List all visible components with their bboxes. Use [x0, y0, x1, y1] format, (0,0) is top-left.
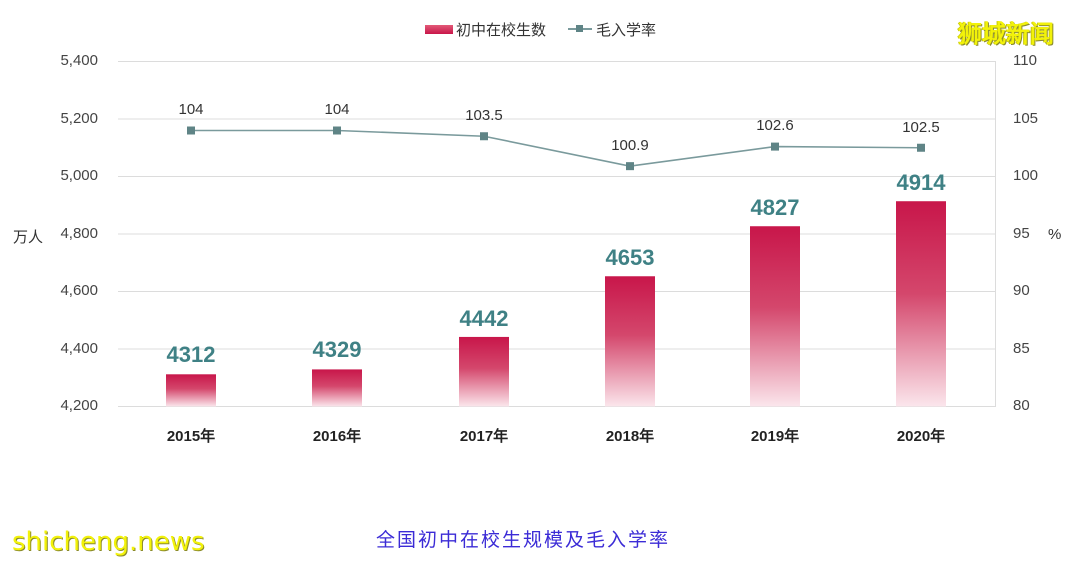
- bar-series: [166, 201, 946, 407]
- bar-value-label: 4329: [312, 337, 362, 362]
- right-tick: 110: [1013, 52, 1037, 69]
- gridlines: [118, 61, 996, 407]
- chart-caption: 全国初中在校生规模及毛入学率: [376, 529, 671, 551]
- rate-marker-icon: [187, 126, 195, 135]
- rate-marker-icon: [917, 143, 925, 152]
- rate-point-label: 104: [324, 101, 350, 118]
- rate-marker-icon: [771, 142, 779, 151]
- bar: [312, 369, 362, 407]
- x-axis-label: 2017年: [459, 428, 509, 445]
- right-tick: 100: [1013, 167, 1039, 184]
- x-axis-label: 2019年: [750, 428, 800, 445]
- rate-line: [191, 129, 922, 167]
- rate-point-label: 104: [178, 101, 204, 118]
- bar-value-label: 4827: [750, 195, 800, 220]
- left-tick: 5,400: [60, 52, 98, 69]
- right-tick: 105: [1013, 110, 1039, 127]
- rate-point-label: 102.6: [756, 117, 794, 134]
- left-tick: 4,200: [60, 397, 98, 414]
- legend-bar-swatch-icon: [425, 24, 453, 34]
- left-axis-unit: 万人: [13, 229, 44, 246]
- rate-point-label: 102.5: [902, 119, 940, 136]
- right-tick: 85: [1013, 340, 1030, 357]
- right-tick: 90: [1013, 282, 1030, 299]
- x-axis-label: 2015年: [166, 428, 216, 445]
- right-tick: 80: [1013, 397, 1030, 414]
- rate-point-label: 100.9: [611, 137, 649, 154]
- line-series: [187, 126, 925, 171]
- x-axis-label: 2018年: [605, 428, 655, 445]
- legend-line-label: 毛入学率: [596, 21, 657, 39]
- chart-legend: 初中在校生数 毛入学率: [425, 18, 656, 40]
- x-axis-label: 2016年: [312, 428, 362, 445]
- left-tick: 4,800: [60, 225, 98, 242]
- bar-value-label: 4312: [166, 342, 216, 367]
- left-tick: 4,600: [60, 282, 98, 299]
- legend-line-swatch-icon: [568, 25, 593, 32]
- left-tick: 5,000: [60, 167, 98, 184]
- bar: [166, 374, 216, 407]
- bar: [750, 226, 800, 407]
- left-tick: 4,400: [60, 340, 98, 357]
- legend-bar-label: 初中在校生数: [456, 21, 547, 39]
- bar-value-label: 4653: [605, 245, 655, 270]
- bar-value-label: 4914: [896, 170, 946, 195]
- rate-marker-icon: [333, 126, 341, 135]
- watermark-cn: 狮城新闻: [958, 20, 1054, 48]
- bar: [605, 276, 655, 407]
- left-tick: 5,200: [60, 110, 98, 127]
- rate-marker-icon: [626, 162, 634, 171]
- bar-value-label: 4442: [459, 306, 509, 331]
- watermark-en: shicheng.news: [12, 527, 205, 557]
- right-tick: 95: [1013, 225, 1030, 242]
- x-axis-label: 2020年: [896, 428, 946, 445]
- bar: [896, 201, 946, 407]
- rate-point-label: 103.5: [465, 107, 503, 124]
- rate-marker-icon: [480, 132, 488, 141]
- right-axis-unit: %: [1048, 226, 1062, 243]
- bar: [459, 336, 509, 407]
